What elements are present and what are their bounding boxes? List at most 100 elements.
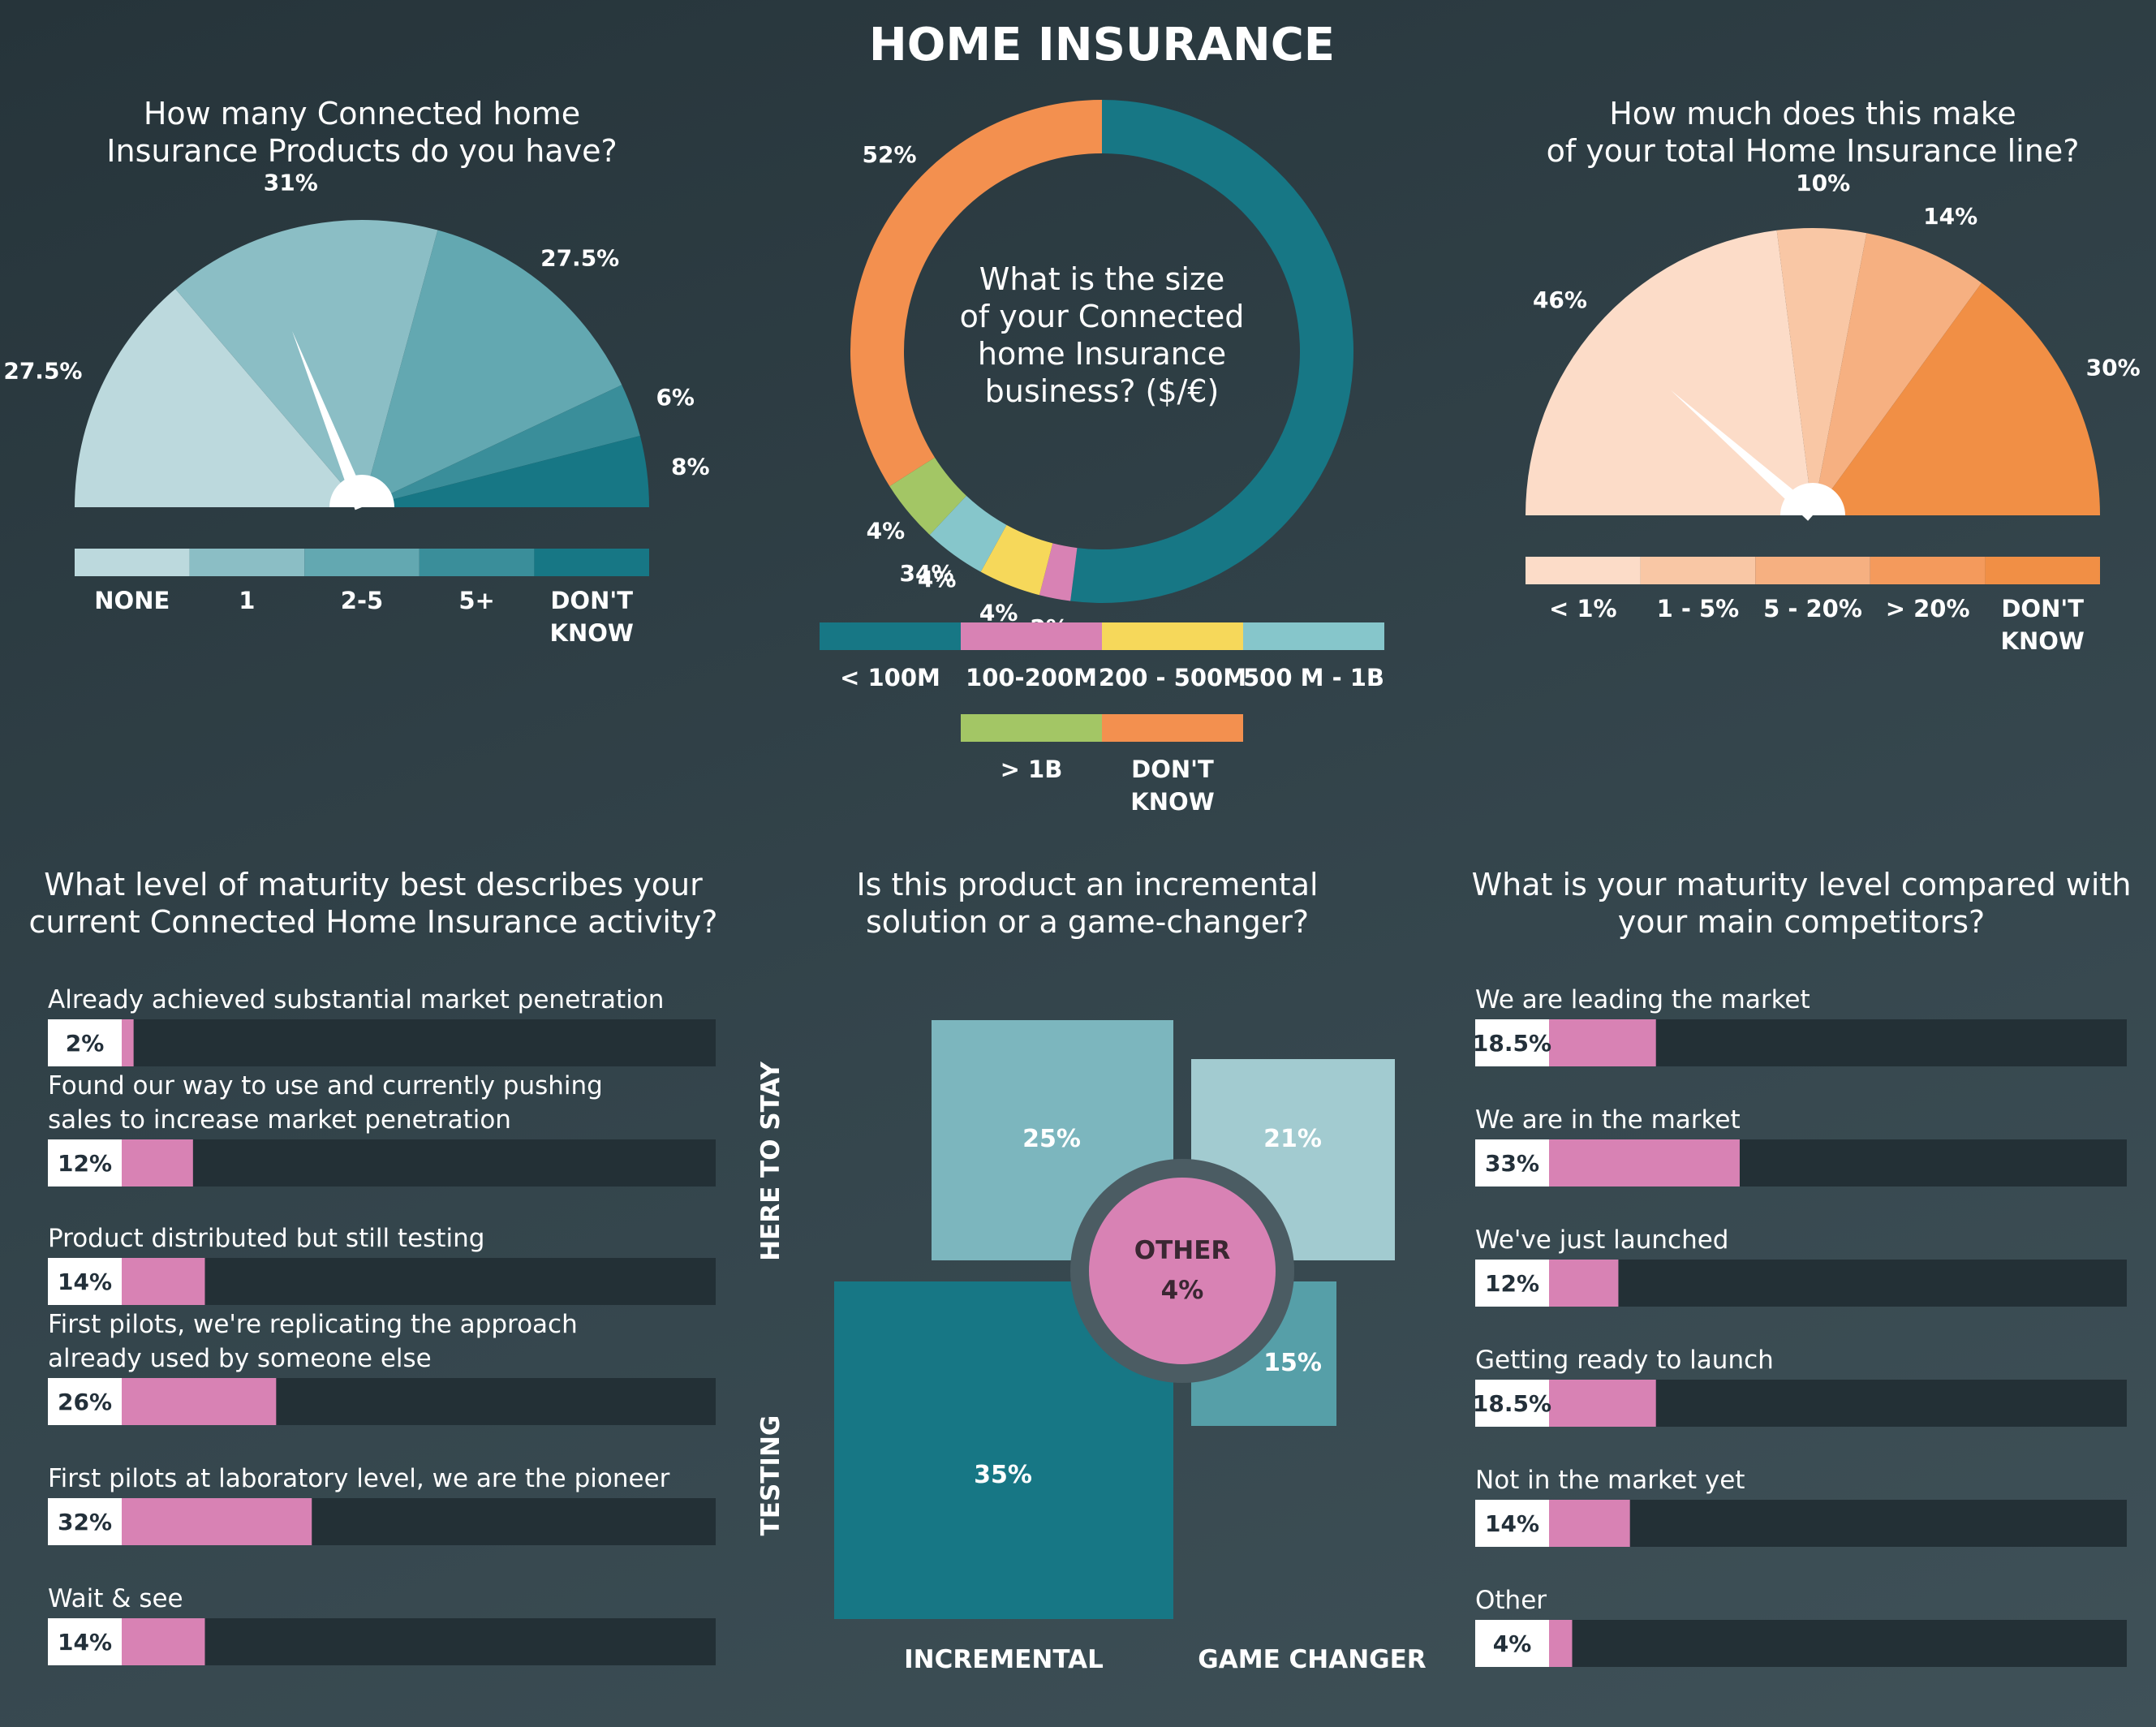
donut-slice <box>929 495 1007 572</box>
legend-swatch <box>75 549 190 576</box>
bar-value-label: 32% <box>58 1509 112 1535</box>
gauge-needle <box>291 330 369 510</box>
legend-label: KNOW <box>550 619 634 647</box>
gauge-slice <box>1813 233 1982 515</box>
bar-fill <box>122 1618 205 1665</box>
legend-swatch <box>1526 557 1641 584</box>
legend-swatch <box>1102 714 1243 742</box>
x-axis-label: INCREMENTAL <box>904 1645 1104 1674</box>
gauge-needle <box>1670 390 1818 521</box>
bar-value-label: 4% <box>1493 1630 1532 1657</box>
bar-value-box <box>48 1019 122 1066</box>
legend-label: 200 - 500M <box>1099 664 1246 691</box>
value-label: 31% <box>264 170 318 196</box>
bar-fill <box>1549 1380 1656 1427</box>
bar-track <box>48 1019 716 1066</box>
x-axis-label: GAME CHANGER <box>1198 1645 1427 1674</box>
legend-label: 1 - 5% <box>1657 595 1740 622</box>
donut-slice <box>889 457 966 535</box>
bar-value-box <box>1475 1260 1549 1307</box>
value-label: 4% <box>918 566 957 592</box>
bar-value-box <box>1475 1620 1549 1667</box>
other-label: OTHER <box>1134 1236 1231 1265</box>
value-label: 46% <box>1533 286 1587 313</box>
chart-title: solution or a game-changer? <box>866 904 1309 940</box>
bar-value-label: 2% <box>66 1030 105 1057</box>
chart-title: your main competitors? <box>1618 904 1985 940</box>
bar-fill <box>122 1258 205 1305</box>
bar-track <box>1475 1620 2127 1667</box>
bar-value-box <box>1475 1139 1549 1187</box>
gauge-slice <box>75 288 362 507</box>
legend-swatch <box>189 549 305 576</box>
chart-title: business? ($/€) <box>985 373 1220 409</box>
donut-slice <box>850 100 1102 487</box>
legend-label: 2-5 <box>341 587 383 614</box>
bar-fill <box>1549 1500 1630 1547</box>
legend-swatch <box>419 549 535 576</box>
bar-value-label: 18.5% <box>1473 1390 1551 1417</box>
chart-title: home Insurance <box>978 336 1226 372</box>
bar-category-label: We've just launched <box>1475 1225 1728 1255</box>
bar-fill <box>1549 1019 1656 1066</box>
legend-label: NONE <box>94 587 170 614</box>
bar-value-label: 14% <box>58 1629 112 1656</box>
legend-label: > 20% <box>1886 595 1970 622</box>
bar-value-box <box>48 1498 122 1545</box>
gauge-slice <box>362 385 640 507</box>
y-axis-label: TESTING <box>756 1415 785 1536</box>
bar-category-label: Not in the market yet <box>1475 1466 1745 1495</box>
legend-label: 500 M - 1B <box>1243 664 1384 691</box>
bar-value-label: 33% <box>1485 1150 1539 1177</box>
legend-swatch <box>1870 557 1986 584</box>
legend-swatch <box>961 622 1102 650</box>
legend-swatch <box>1985 557 2100 584</box>
bar-category-label: First pilots at laboratory level, we are… <box>48 1464 670 1493</box>
chart-title: What level of maturity best describes yo… <box>44 867 703 902</box>
gauge-slice <box>1776 228 1867 515</box>
bar-category-label: Already achieved substantial market pene… <box>48 985 664 1014</box>
gauge-slice <box>362 230 622 507</box>
bar-category-label: Wait & see <box>48 1584 183 1613</box>
chart-title: of your Connected <box>960 299 1245 334</box>
bar-fill <box>1549 1139 1740 1187</box>
gauge-slice <box>1813 282 2100 515</box>
bar-category-label: Other <box>1475 1586 1547 1615</box>
value-label: 14% <box>1923 203 1977 230</box>
chart-title: Insurance Products do you have? <box>106 133 617 169</box>
chart-title: of your total Home Insurance line? <box>1547 133 2080 169</box>
bar-fill <box>122 1019 134 1066</box>
legend-label: 5+ <box>458 587 494 614</box>
bar-value-box <box>48 1378 122 1425</box>
quadrant-value-label: 21% <box>1263 1125 1322 1153</box>
bar-value-label: 26% <box>58 1389 112 1415</box>
chart-title: What is your maturity level compared wit… <box>1472 867 2132 902</box>
legend-label: 100-200M <box>966 664 1097 691</box>
quadrant-value-label: 15% <box>1263 1349 1322 1377</box>
bar-value-box <box>48 1618 122 1665</box>
legend-label: KNOW <box>1130 788 1214 816</box>
value-label: 34% <box>899 560 953 587</box>
bar-fill <box>122 1139 193 1187</box>
legend-label: < 100M <box>840 664 940 691</box>
value-label: 27.5% <box>540 244 619 271</box>
bars-maturity_vs_competitors: What is your maturity level compared wit… <box>1472 867 2132 1667</box>
legend-swatch <box>534 549 649 576</box>
donut-slice <box>980 524 1053 596</box>
value-label: 8% <box>671 454 710 480</box>
bar-category-label: Getting ready to launch <box>1475 1346 1774 1375</box>
legend-swatch <box>1102 622 1243 650</box>
other-value: 4% <box>1161 1276 1204 1305</box>
y-axis-label: HERE TO STAY <box>756 1062 785 1261</box>
bar-category-label: First pilots, we're replicating the appr… <box>48 1310 578 1339</box>
chart-title: How much does this make <box>1609 96 2016 131</box>
bar-category-label: We are leading the market <box>1475 985 1810 1014</box>
value-label: 6% <box>656 384 695 411</box>
chart-title: current Connected Home Insurance activit… <box>29 904 718 940</box>
gauge-slice <box>362 435 649 507</box>
bar-value-box <box>1475 1019 1549 1066</box>
legend-label: > 1B <box>1001 756 1063 783</box>
legend-swatch <box>1640 557 1756 584</box>
